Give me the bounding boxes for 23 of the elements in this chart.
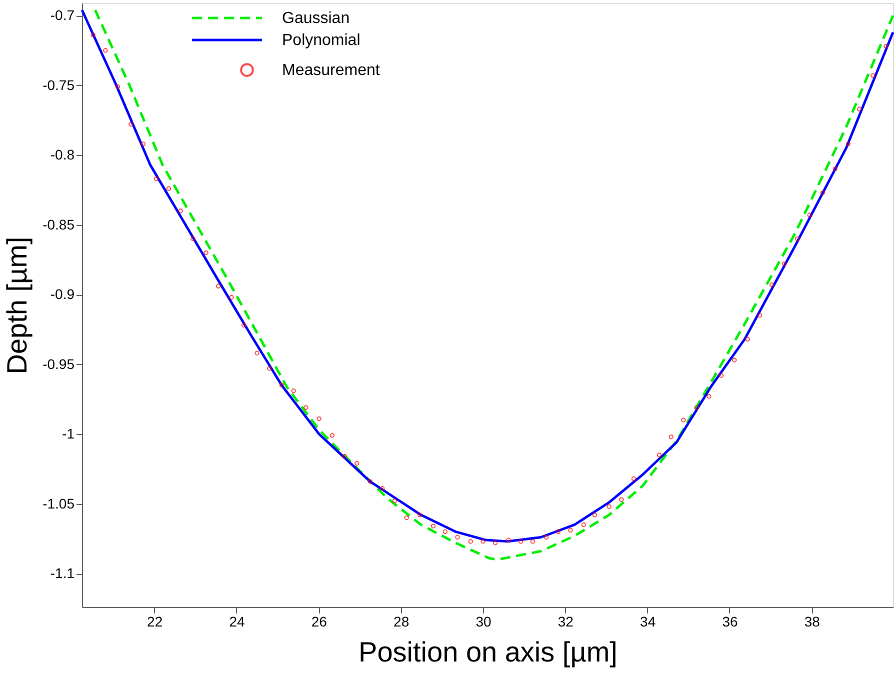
legend-label: Measurement bbox=[282, 62, 380, 79]
x-tick-label: 36 bbox=[722, 614, 738, 630]
legend-label: Gaussian bbox=[282, 10, 350, 27]
x-axis-title: Position on axis [µm] bbox=[358, 636, 618, 668]
x-tick-label: 32 bbox=[558, 614, 574, 630]
x-tick-label: 38 bbox=[804, 614, 820, 630]
x-tick-label: 30 bbox=[476, 614, 492, 630]
x-tick-label: 22 bbox=[147, 614, 163, 630]
x-tick-label: 26 bbox=[311, 614, 328, 630]
x-tick-label: 28 bbox=[394, 614, 410, 630]
y-tick-label: -0.8 bbox=[50, 146, 75, 163]
y-axis-title: Depth [µm] bbox=[2, 236, 33, 374]
x-tick-label: 24 bbox=[229, 614, 245, 630]
legend-label: Polynomial bbox=[282, 32, 360, 49]
y-tick-label: -1 bbox=[62, 426, 75, 442]
y-tick-label: -1.1 bbox=[50, 565, 75, 582]
y-tick-label: -0.95 bbox=[42, 356, 75, 372]
y-tick-label: -0.7 bbox=[50, 7, 75, 24]
y-tick-label: -1.05 bbox=[42, 495, 75, 512]
y-tick-label: -0.9 bbox=[50, 286, 75, 302]
y-tick-label: -0.85 bbox=[42, 216, 75, 232]
y-tick-label: -0.75 bbox=[42, 76, 75, 93]
x-tick-label: 34 bbox=[640, 614, 656, 630]
